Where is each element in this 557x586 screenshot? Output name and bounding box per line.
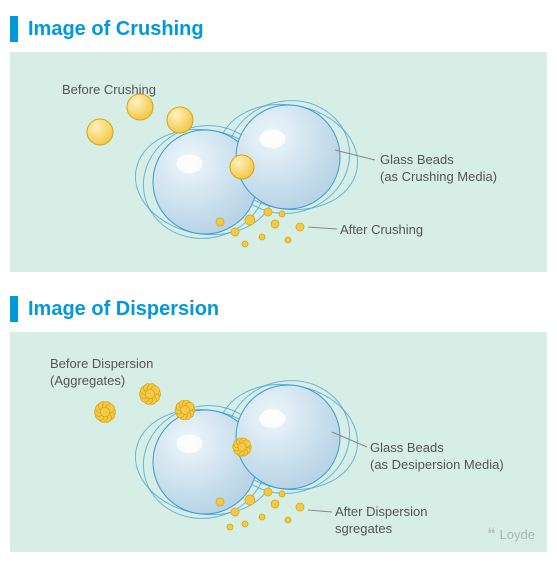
glass-bead: [236, 105, 340, 209]
diagram-label-glass: Glass Beads (as Crushing Media): [380, 152, 497, 186]
particle-after: [231, 228, 239, 236]
watermark-text: Loyde: [500, 527, 535, 542]
particle-before: [167, 107, 193, 133]
bead-highlight: [176, 434, 202, 453]
particle-after: [285, 237, 291, 243]
watermark: ❝ Loyde: [487, 524, 535, 544]
diagram-panel: Before Dispersion (Aggregates) Glass Bead…: [10, 332, 547, 552]
particle-after: [242, 521, 248, 527]
diagram-label-glass: Glass Beads (as Desipersion Media): [370, 440, 504, 474]
particle-after: [296, 503, 304, 511]
title-bar-icon: [10, 16, 18, 42]
particle-after: [259, 514, 265, 520]
diagram-label-before: Before Dispersion (Aggregates): [50, 356, 153, 390]
aggregate-cluster: [94, 402, 115, 423]
particle-after: [279, 211, 285, 217]
section-title-text: Image of Dispersion: [28, 298, 219, 321]
particle-before: [87, 119, 113, 145]
leader-line: [308, 227, 337, 229]
particle-after: [231, 508, 239, 516]
particle-after: [285, 517, 291, 523]
particle-after: [271, 220, 279, 228]
particle-before: [230, 155, 254, 179]
leader-line: [308, 510, 332, 512]
particle-after: [242, 241, 248, 247]
particle-after: [245, 215, 255, 225]
particle-after: [216, 498, 224, 506]
section-title-text: Image of Crushing: [28, 18, 204, 41]
particle-after: [227, 524, 233, 530]
title-bar-icon: [10, 296, 18, 322]
particle-after: [271, 500, 279, 508]
particle-after: [216, 218, 224, 226]
leader-line: [335, 150, 375, 160]
diagram-panel: Before Crushing Glass Beads (as Crushing …: [10, 52, 547, 272]
particle-after: [264, 488, 272, 496]
section-title: Image of Dispersion: [10, 296, 547, 322]
bead-highlight: [176, 154, 202, 173]
particle-after: [279, 491, 285, 497]
bead-highlight: [259, 129, 285, 148]
particle-after: [245, 495, 255, 505]
particle-after: [264, 208, 272, 216]
section-title: Image of Crushing: [10, 16, 547, 42]
watermark-icon: ❝: [487, 524, 496, 544]
bead-highlight: [259, 409, 285, 428]
aggregate-cluster: [233, 438, 252, 456]
diagram-label-after: After Crushing: [340, 222, 423, 239]
particle-after: [259, 234, 265, 240]
glass-bead: [236, 385, 340, 489]
aggregate-cluster: [175, 400, 195, 419]
diagram-label-before: Before Crushing: [62, 82, 156, 99]
particle-after: [296, 223, 304, 231]
diagram-label-after: After Dispersion sgregates: [335, 504, 427, 538]
